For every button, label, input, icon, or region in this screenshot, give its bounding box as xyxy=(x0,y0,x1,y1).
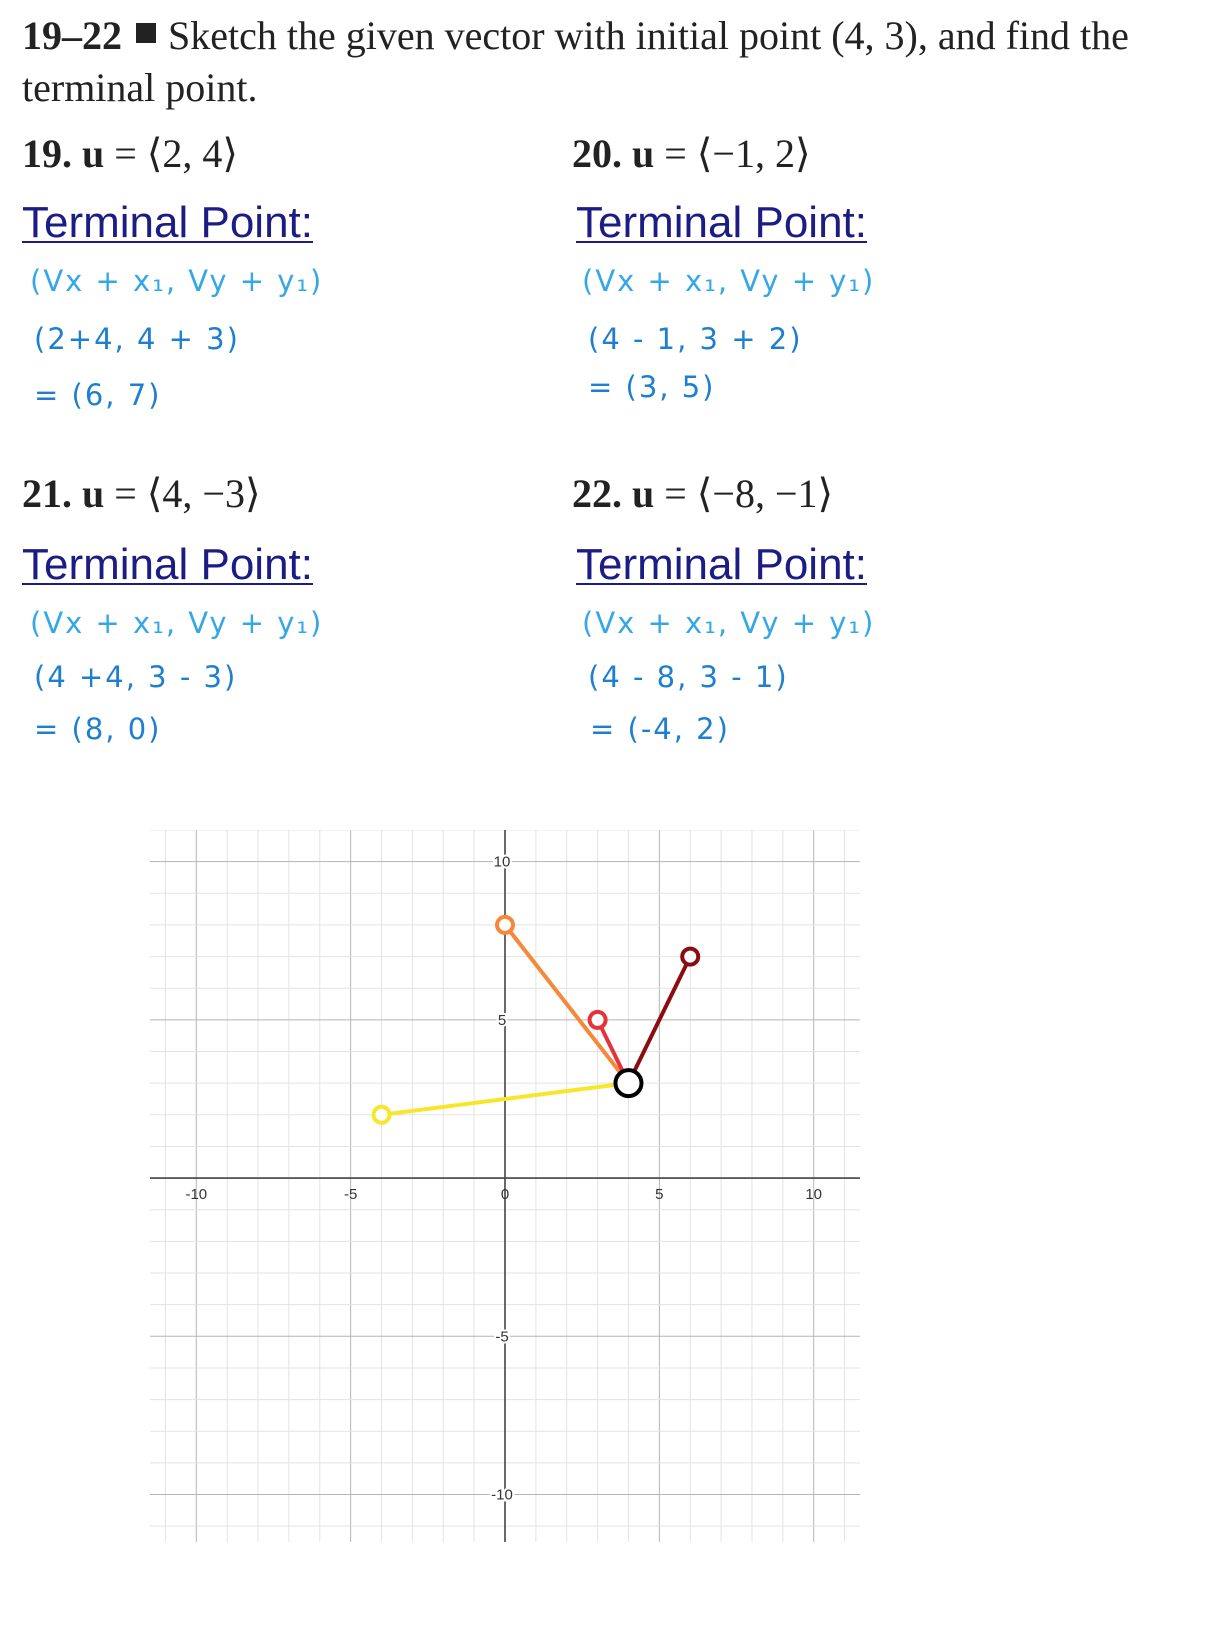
x-tick-label: -10 xyxy=(185,1186,207,1203)
work-answer: = (6, 7) xyxy=(34,378,162,412)
vector-symbol: u xyxy=(82,131,105,176)
terminal-point-marker xyxy=(680,946,701,967)
terminal-point-label: Terminal Point: xyxy=(576,540,868,589)
vector-expression: = ⟨−1, 2⟩ xyxy=(664,131,811,176)
problem-19: 19. u = ⟨2, 4⟩ xyxy=(22,130,238,178)
x-tick-label: 10 xyxy=(805,1186,822,1203)
work-line-1: (Vx + x₁, Vy + y₁) xyxy=(30,606,324,640)
problem-20: 20. u = ⟨−1, 2⟩ xyxy=(572,130,811,178)
x-tick-label: 5 xyxy=(655,1186,663,1203)
instruction-text: Sketch the given vector with initial poi… xyxy=(22,13,1129,110)
work-answer: = (-4, 2) xyxy=(590,712,730,746)
problem-22: 22. u = ⟨−8, −1⟩ xyxy=(572,470,833,518)
problem-number: 20. xyxy=(572,131,622,176)
work-line-1: (Vx + x₁, Vy + y₁) xyxy=(582,606,876,640)
work-answer: = (8, 0) xyxy=(34,712,162,746)
problem-number: 19. xyxy=(22,131,72,176)
terminal-point-label: Terminal Point: xyxy=(22,198,314,247)
problem-number: 22. xyxy=(572,471,622,516)
terminal-point-label: Terminal Point: xyxy=(576,198,868,247)
problem-number: 21. xyxy=(22,471,72,516)
vector-symbol: u xyxy=(632,471,655,516)
vector-expression: = ⟨2, 4⟩ xyxy=(114,131,239,176)
work-answer: = (3, 5) xyxy=(588,370,716,404)
vector-segment xyxy=(503,922,631,1086)
vector-expression: = ⟨−8, −1⟩ xyxy=(664,471,834,516)
initial-point-marker xyxy=(613,1068,644,1099)
work-line-1: (Vx + x₁, Vy + y₁) xyxy=(582,264,876,298)
coordinate-graph: -10 -5 0 5 10 10 5 -5 -10 xyxy=(150,830,860,1542)
x-tick-label: 0 xyxy=(501,1186,509,1203)
vector-symbol: u xyxy=(82,471,105,516)
terminal-point-marker xyxy=(371,1104,392,1125)
y-tick-label: -5 xyxy=(495,1328,508,1345)
y-tick-label: 10 xyxy=(494,854,511,871)
vector-segment xyxy=(379,1081,631,1117)
work-line-2: (2+4, 4 + 3) xyxy=(34,322,240,356)
problem-21: 21. u = ⟨4, −3⟩ xyxy=(22,470,261,518)
vector-segment xyxy=(626,954,693,1086)
vector-symbol: u xyxy=(632,131,655,176)
terminal-point-marker xyxy=(587,1009,608,1030)
terminal-point-marker xyxy=(495,914,515,935)
problem-range: 19–22 xyxy=(22,13,122,58)
square-bullet-icon xyxy=(136,23,156,43)
instructions: 19–22 Sketch the given vector with initia… xyxy=(22,10,1182,114)
x-tick-label: -5 xyxy=(344,1186,357,1203)
work-line-1: (Vx + x₁, Vy + y₁) xyxy=(30,264,324,298)
y-tick-label: 5 xyxy=(498,1012,506,1029)
work-line-2: (4 - 1, 3 + 2) xyxy=(588,322,803,356)
terminal-point-label: Terminal Point: xyxy=(22,540,314,589)
vector-expression: = ⟨4, −3⟩ xyxy=(114,471,261,516)
y-tick-label: -10 xyxy=(491,1487,513,1504)
work-line-2: (4 +4, 3 - 3) xyxy=(34,660,238,694)
work-line-2: (4 - 8, 3 - 1) xyxy=(588,660,789,694)
